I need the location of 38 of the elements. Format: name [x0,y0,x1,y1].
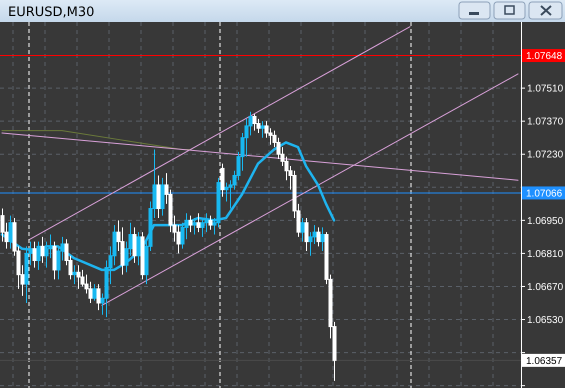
chart-title: EURUSD,M30 [8,5,94,20]
candlestick [252,114,256,132]
candlestick [320,226,324,252]
y-tick-label: 1.07510 [527,84,564,95]
candlestick [8,215,12,250]
candlestick [32,241,36,268]
y-tick-label: 1.07230 [527,150,564,161]
candlestick [200,217,204,238]
candlestick [192,217,196,236]
y-tick-label: 1.07370 [527,116,564,128]
candlestick [76,264,80,290]
candlestick [136,232,140,266]
ref-line-label: 1.06357 [526,356,563,367]
y-tick-label: 1.06950 [527,216,564,227]
candlestick [132,226,136,264]
candlestick [196,212,200,233]
candlestick [156,174,160,218]
ref-line-label: 1.07066 [526,188,563,200]
ref-line-label: 1.07648 [526,51,563,62]
candlestick [204,212,208,233]
candlestick [96,284,100,311]
candlestick [40,236,44,264]
candlestick [256,118,260,134]
candlestick [300,217,304,242]
candlestick [260,120,264,138]
candlestick [188,215,192,233]
candlestick [160,177,164,216]
candlestick [304,217,308,252]
candlestick [316,226,320,247]
candlestick [52,241,56,280]
y-tick-label: 1.06810 [527,248,564,260]
candlestick [36,241,40,270]
y-tick-label: 1.06530 [527,315,564,326]
candlestick [208,215,212,230]
candlestick [72,264,76,285]
candlestick [92,284,96,302]
candlestick [220,163,224,198]
y-tick-label: 1.06670 [527,282,564,293]
